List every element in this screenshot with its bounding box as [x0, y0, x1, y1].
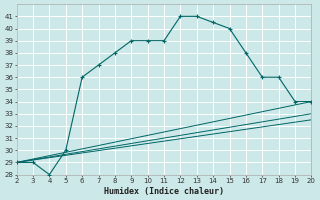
X-axis label: Humidex (Indice chaleur): Humidex (Indice chaleur) — [104, 187, 224, 196]
